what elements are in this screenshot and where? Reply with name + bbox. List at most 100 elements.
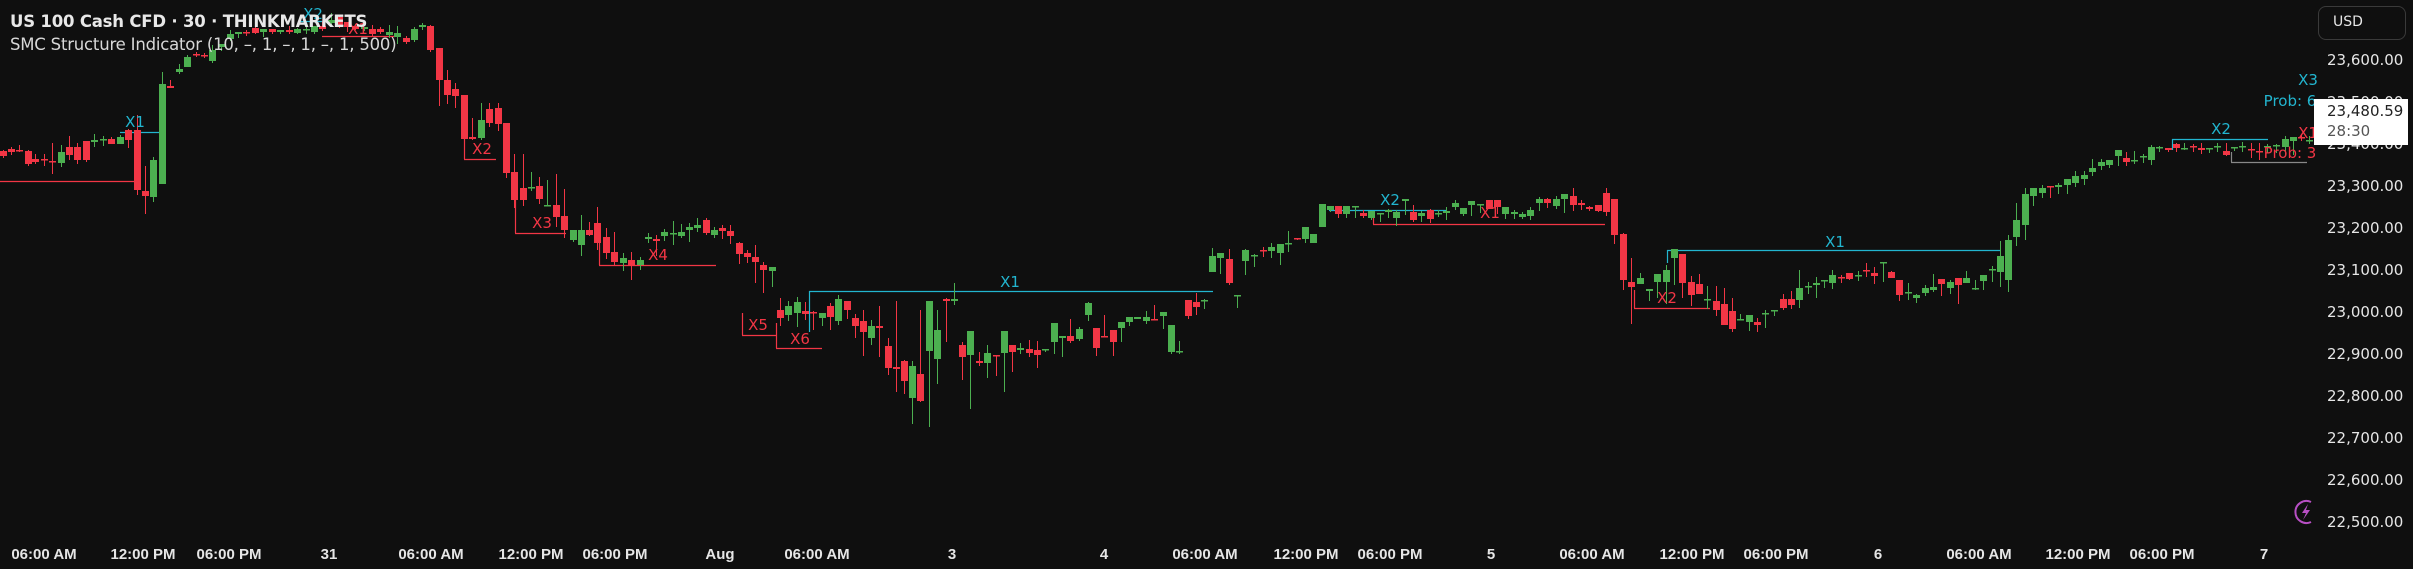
candle: [1721, 288, 1728, 325]
candle: [2273, 144, 2280, 153]
symbol-title[interactable]: US 100 Cash CFD · 30 · THINKMARKETS: [10, 12, 368, 31]
candlestick-chart[interactable]: [0, 0, 2318, 540]
candle: [1377, 213, 1384, 222]
candle: [286, 26, 293, 34]
candle: [1846, 273, 1853, 280]
candle: [993, 355, 1000, 376]
candle: [570, 230, 577, 242]
candle: [852, 314, 859, 338]
candle: [2123, 152, 2130, 166]
candle: [1821, 280, 1828, 288]
candle: [653, 235, 660, 256]
candle: [2030, 188, 2037, 206]
candle: [678, 224, 685, 238]
candle: [561, 189, 568, 238]
structure-label: X4: [648, 246, 668, 264]
candle: [1663, 265, 1670, 304]
candle: [2081, 171, 2088, 185]
candle: [2181, 143, 2188, 150]
candle: [694, 218, 701, 232]
candle: [125, 129, 132, 148]
lightning-alert-icon[interactable]: [2293, 497, 2317, 527]
structure-label: X1: [1825, 233, 1845, 251]
candle: [8, 147, 15, 155]
candle: [885, 338, 892, 375]
candle: [1511, 210, 1518, 219]
time-tick: 06:00 AM: [398, 546, 464, 563]
candle: [1268, 243, 1275, 258]
candle: [1360, 210, 1367, 218]
time-tick: 12:00 PM: [498, 546, 564, 563]
candle: [58, 145, 65, 167]
candle: [520, 154, 527, 206]
candle: [2190, 144, 2197, 152]
candle: [427, 25, 434, 52]
candle: [1829, 270, 1836, 289]
candle: [1051, 323, 1058, 354]
candle: [611, 232, 618, 265]
candle: [1435, 210, 1442, 217]
price-tick: 22,800.00: [2327, 387, 2404, 405]
candle: [544, 180, 551, 207]
candle: [670, 221, 677, 245]
candle: [1754, 318, 1761, 332]
candle: [1093, 328, 1100, 356]
candle: [819, 313, 826, 326]
candle: [1352, 206, 1359, 218]
indicator-legend[interactable]: SMC Structure Indicator (10, –, 1, –, 1,…: [10, 35, 397, 54]
candle: [1059, 336, 1066, 357]
candle: [83, 141, 90, 162]
candle: [167, 80, 174, 88]
time-tick: 06:00 PM: [1743, 546, 1809, 563]
candle: [1603, 188, 1610, 216]
candle: [1696, 274, 1703, 294]
candle: [1863, 263, 1870, 277]
candle: [785, 301, 792, 321]
time-tick: 06:00 AM: [1172, 546, 1238, 563]
candle: [1980, 275, 1987, 290]
candle: [1302, 227, 1309, 243]
candle: [1209, 248, 1216, 272]
candle: [2039, 185, 2046, 198]
structure-label: Prob: 3: [2263, 144, 2317, 162]
candle: [901, 360, 908, 394]
candle: [1151, 305, 1158, 321]
candle: [16, 145, 23, 152]
price-axis[interactable]: 23,600.0023,500.0023,400.0023,300.0023,2…: [2318, 0, 2413, 569]
time-tick: 06:00 PM: [196, 546, 262, 563]
candle: [303, 27, 310, 34]
candle: [1536, 197, 1543, 211]
candle: [1034, 341, 1041, 368]
candle: [967, 331, 974, 409]
currency-label: USD: [2333, 14, 2363, 30]
price-tick: 23,600.00: [2327, 51, 2404, 69]
candle: [578, 215, 585, 256]
candle: [91, 134, 98, 147]
price-tick: 23,300.00: [2327, 177, 2404, 195]
structure-label: X3: [2298, 71, 2318, 89]
currency-selector[interactable]: USD: [2318, 6, 2406, 40]
price-tick: 22,600.00: [2327, 471, 2404, 489]
candle: [269, 29, 276, 34]
candle: [2239, 142, 2246, 152]
candle: [394, 26, 401, 44]
candle: [452, 83, 459, 108]
structure-label: X3: [532, 214, 552, 232]
structure-label: X2: [1657, 289, 1677, 307]
candle: [328, 13, 335, 25]
candle: [1143, 311, 1150, 324]
candle: [352, 24, 359, 30]
structure-label: X1: [125, 113, 145, 131]
candle: [1110, 330, 1117, 356]
candle: [1168, 325, 1175, 354]
candle: [108, 137, 115, 144]
candle: [1620, 233, 1627, 290]
candle: [227, 30, 234, 41]
price-tick: 22,700.00: [2327, 429, 2404, 447]
candle: [1226, 249, 1233, 285]
candle: [1704, 286, 1711, 309]
candle: [1160, 312, 1167, 329]
candle: [1737, 314, 1744, 321]
candle: [1310, 234, 1317, 243]
candle: [419, 23, 426, 30]
